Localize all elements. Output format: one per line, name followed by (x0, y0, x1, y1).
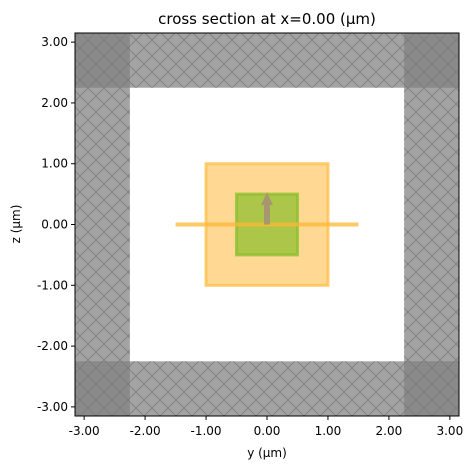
y-tick-label: -3.00 (37, 400, 68, 414)
x-tick-label: 1.00 (315, 424, 342, 438)
pml-regions (75, 33, 459, 416)
pml-hatch-top (75, 33, 459, 88)
x-tick-label: -3.00 (69, 424, 100, 438)
pml-hatch-bottom (75, 361, 459, 416)
pml-hatch-right (404, 33, 459, 416)
direction-arrow-head (261, 192, 273, 206)
x-tick-label: 2.00 (376, 424, 403, 438)
x-axis-ticks: -3.00 -2.00 -1.00 0.00 1.00 2.00 3.00 (69, 416, 463, 438)
y-tick-label: -2.00 (37, 339, 68, 353)
direction-arrow-shaft (264, 204, 270, 225)
y-tick-label: 1.00 (41, 157, 68, 171)
y-tick-label: 0.00 (41, 218, 68, 232)
x-tick-label: 0.00 (254, 424, 281, 438)
y-axis-ticks: 3.00 2.00 1.00 0.00 -1.00 -2.00 -3.00 (37, 35, 75, 414)
y-tick-label: -1.00 (37, 278, 68, 292)
plot-area (75, 33, 459, 416)
chart-title: cross section at x=0.00 (μm) (158, 10, 376, 28)
x-tick-label: -2.00 (130, 424, 161, 438)
pml-hatch-left (75, 33, 130, 416)
y-axis-label: z (μm) (9, 205, 23, 244)
x-axis-label: y (μm) (247, 446, 287, 460)
source (175, 192, 359, 227)
x-tick-label: 3.00 (436, 424, 463, 438)
y-tick-label: 2.00 (41, 96, 68, 110)
x-tick-label: -1.00 (191, 424, 222, 438)
y-tick-label: 3.00 (41, 35, 68, 49)
